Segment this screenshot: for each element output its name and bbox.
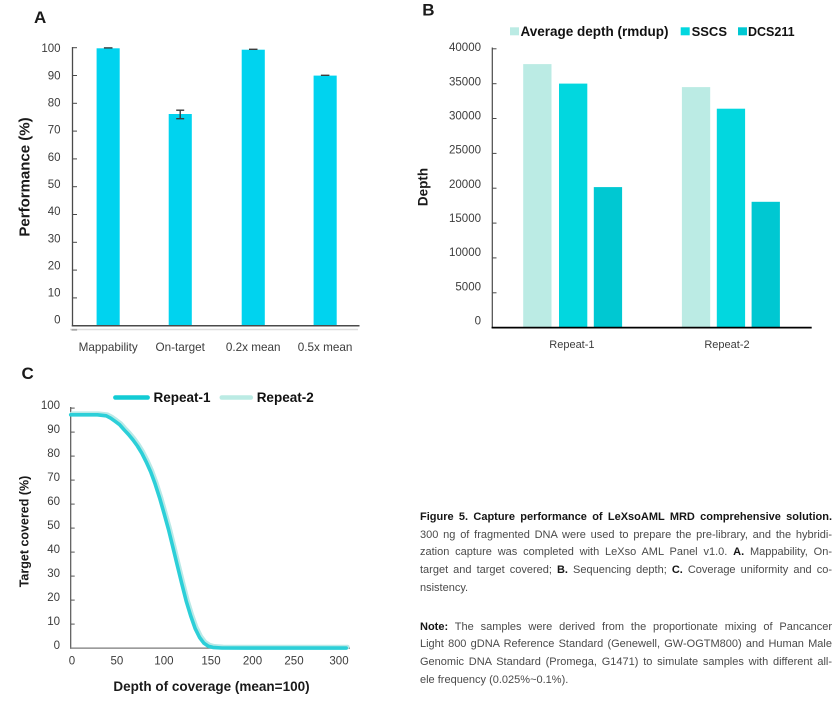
svg-text:30: 30 (47, 568, 60, 580)
svg-text:150: 150 (201, 656, 220, 668)
svg-text:80: 80 (48, 98, 61, 110)
svg-text:A: A (34, 8, 46, 27)
svg-text:40: 40 (48, 206, 61, 218)
svg-text:Performance (%): Performance (%) (17, 117, 34, 236)
svg-text:250: 250 (284, 656, 303, 668)
svg-text:Repeat-2: Repeat-2 (257, 390, 314, 405)
svg-text:30: 30 (48, 233, 61, 245)
svg-text:On-target: On-target (156, 341, 206, 354)
svg-text:B: B (422, 1, 434, 20)
svg-text:100: 100 (41, 43, 60, 55)
svg-text:50: 50 (111, 656, 124, 668)
svg-text:C: C (22, 364, 34, 383)
svg-text:40: 40 (47, 544, 60, 556)
svg-text:40000: 40000 (449, 42, 481, 54)
svg-text:Repeat-1: Repeat-1 (154, 390, 212, 405)
svg-text:5000: 5000 (455, 281, 481, 293)
svg-text:60: 60 (47, 496, 60, 508)
svg-text:20: 20 (48, 260, 61, 272)
svg-text:200: 200 (243, 656, 262, 668)
svg-text:0: 0 (475, 315, 481, 327)
svg-text:DCS211: DCS211 (748, 25, 795, 39)
svg-text:0.2x mean: 0.2x mean (226, 341, 281, 354)
svg-text:15000: 15000 (449, 213, 481, 225)
svg-text:70: 70 (47, 472, 60, 484)
svg-text:Target covered (%): Target covered (%) (18, 476, 32, 588)
svg-text:Mappability: Mappability (79, 341, 138, 354)
svg-text:50: 50 (48, 179, 61, 191)
svg-text:50: 50 (47, 520, 60, 532)
svg-text:Depth of coverage (mean=100): Depth of coverage (mean=100) (113, 679, 309, 694)
svg-text:10000: 10000 (449, 247, 481, 259)
svg-text:Repeat-1: Repeat-1 (549, 339, 594, 351)
svg-text:25000: 25000 (449, 145, 481, 157)
svg-text:10: 10 (47, 616, 60, 628)
svg-text:10: 10 (48, 288, 61, 300)
svg-text:SSCS: SSCS (692, 24, 728, 39)
svg-text:20000: 20000 (449, 179, 481, 191)
svg-text:80: 80 (47, 448, 60, 460)
svg-text:35000: 35000 (449, 76, 481, 88)
svg-text:30000: 30000 (449, 111, 481, 123)
svg-text:Depth: Depth (416, 168, 431, 206)
svg-text:0.5x mean: 0.5x mean (298, 341, 353, 354)
svg-text:Average depth (rmdup): Average depth (rmdup) (521, 24, 669, 39)
svg-text:100: 100 (154, 656, 173, 668)
svg-text:300: 300 (329, 656, 348, 668)
svg-text:0: 0 (54, 640, 60, 652)
svg-text:20: 20 (47, 592, 60, 604)
svg-text:Repeat-2: Repeat-2 (704, 339, 749, 351)
svg-text:60: 60 (48, 152, 61, 164)
svg-text:0: 0 (54, 315, 60, 327)
svg-text:100: 100 (41, 400, 60, 412)
svg-text:90: 90 (48, 70, 61, 82)
svg-text:70: 70 (48, 125, 61, 137)
svg-text:90: 90 (47, 424, 60, 436)
svg-text:0: 0 (69, 656, 75, 668)
